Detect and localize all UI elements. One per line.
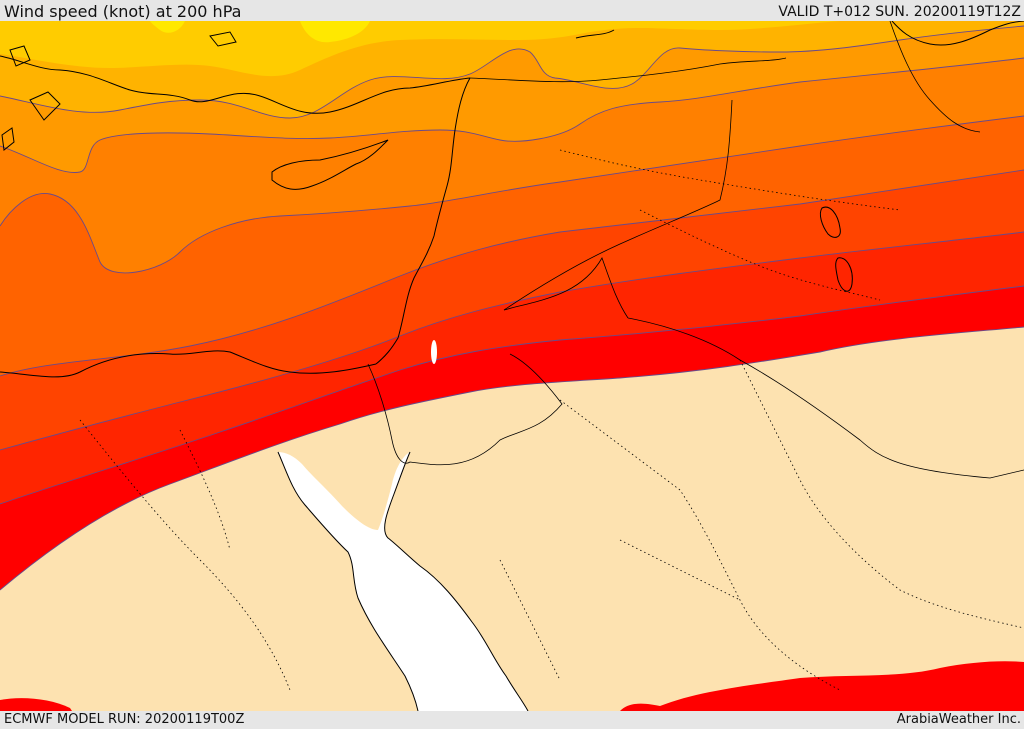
dead-sea bbox=[431, 340, 437, 364]
internal-boundaries bbox=[79, 149, 1024, 691]
model-run-label: ECMWF MODEL RUN: 20200119T00Z bbox=[4, 712, 245, 727]
borders bbox=[367, 21, 1024, 479]
wind-band-9 bbox=[150, 21, 185, 33]
valid-time-label: VALID T+012 SUN. 20200119T12Z bbox=[778, 4, 1021, 20]
red-sea bbox=[278, 452, 528, 711]
footer-bar: ECMWF MODEL RUN: 20200119T00Z ArabiaWeat… bbox=[0, 711, 1024, 729]
map-canvas bbox=[0, 21, 1024, 711]
wind-band-8 bbox=[0, 21, 840, 77]
wind-band-south bbox=[620, 661, 1024, 711]
contour-lines bbox=[0, 25, 1024, 591]
map-title: Wind speed (knot) at 200 hPa bbox=[4, 2, 242, 21]
wind-speed-map bbox=[0, 21, 1024, 711]
wind-band-south-west bbox=[0, 698, 72, 711]
coastlines bbox=[0, 21, 1024, 711]
credit-label: ArabiaWeather Inc. bbox=[896, 712, 1021, 727]
wind-band-9 bbox=[300, 21, 370, 43]
header-bar: Wind speed (knot) at 200 hPa VALID T+012… bbox=[0, 0, 1024, 21]
